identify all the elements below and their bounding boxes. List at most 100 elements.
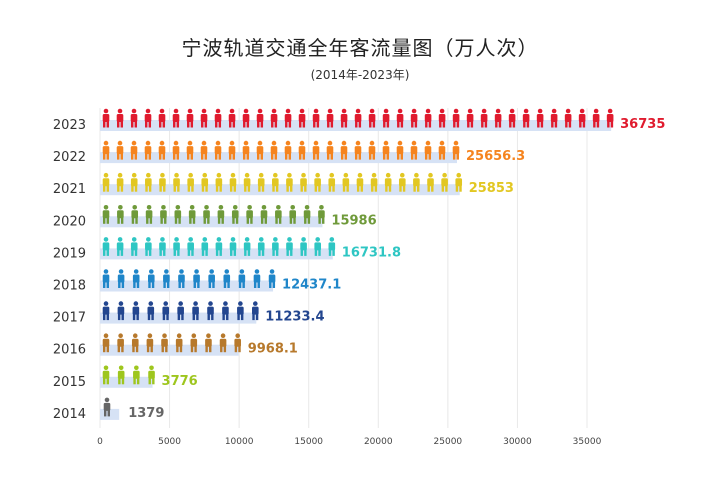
person-icon (368, 108, 376, 128)
person-icon (312, 140, 320, 160)
person-icon (173, 237, 180, 256)
x-tick-label: 10000 (225, 437, 254, 447)
value-label: 25853 (469, 181, 514, 196)
person-icon (192, 301, 199, 321)
person-icon (340, 140, 348, 160)
person-icon (452, 108, 460, 128)
person-icon (522, 108, 530, 128)
value-label: 16731.8 (342, 245, 401, 260)
person-icon (223, 269, 231, 288)
person-icon (494, 108, 502, 128)
person-icon (205, 333, 212, 353)
category-label: 2018 (53, 279, 86, 294)
person-icon (103, 397, 111, 417)
person-icon (187, 172, 194, 192)
person-icon (188, 205, 196, 224)
person-icon (286, 237, 293, 256)
person-icon (131, 333, 139, 353)
person-icon (186, 108, 194, 128)
person-icon (606, 108, 614, 128)
person-icon (424, 108, 432, 128)
person-icon (229, 237, 237, 256)
person-icon (193, 269, 200, 288)
x-axis-ticks: 0 5000 10000 15000 20000 25000 30000 35000 (97, 437, 601, 447)
person-icon (102, 269, 110, 288)
person-icon (102, 365, 110, 385)
person-icon (160, 205, 167, 224)
person-icon (228, 140, 236, 160)
person-icon (217, 205, 225, 224)
person-icon (480, 108, 488, 128)
person-icon (215, 172, 223, 192)
person-icon (102, 205, 110, 224)
person-icon (158, 108, 166, 128)
person-icon (234, 333, 241, 353)
person-icon (413, 172, 420, 192)
chart-title: 宁波轨道交通全年客流量图（万人次） (181, 36, 539, 60)
category-label: 2017 (53, 311, 86, 326)
person-icon (257, 237, 265, 256)
person-icon (314, 172, 321, 192)
person-icon (201, 237, 209, 256)
value-label: 1379 (128, 406, 164, 421)
person-icon (382, 140, 390, 160)
person-icon (284, 108, 292, 128)
person-icon (328, 237, 336, 256)
person-icon (289, 205, 297, 224)
person-icon (214, 140, 222, 160)
person-icon (268, 269, 276, 288)
person-icon (117, 301, 125, 321)
person-icon (117, 205, 124, 224)
person-icon (326, 108, 334, 128)
person-icon (564, 108, 572, 128)
x-tick-label: 15000 (294, 437, 323, 447)
person-icon (116, 108, 124, 128)
person-icon (116, 237, 124, 256)
person-icon (260, 205, 268, 224)
value-label: 12437.1 (282, 278, 341, 293)
person-icon (132, 301, 140, 321)
person-icon (102, 140, 110, 160)
person-icon (237, 301, 244, 321)
person-icon (215, 237, 223, 256)
person-icon (441, 172, 448, 192)
person-icon (173, 172, 180, 192)
x-tick-label: 25000 (434, 437, 463, 447)
person-icon (186, 140, 194, 160)
person-icon (222, 301, 229, 321)
category-label: 2022 (53, 150, 86, 165)
person-icon (144, 108, 152, 128)
person-icon (200, 108, 208, 128)
category-label: 2014 (53, 407, 86, 422)
person-icon (146, 333, 154, 353)
person-icon (438, 108, 446, 128)
person-icon (163, 269, 170, 288)
person-icon (550, 108, 558, 128)
person-icon (117, 365, 125, 385)
person-icon (242, 140, 250, 160)
person-icon (243, 237, 251, 256)
person-icon (242, 108, 250, 128)
bar (100, 216, 323, 228)
person-icon (207, 301, 214, 321)
person-icon (243, 172, 251, 192)
x-tick-label: 5000 (158, 437, 181, 447)
person-icon (246, 205, 253, 224)
person-icon (148, 365, 155, 385)
bar (100, 152, 457, 164)
person-icon (130, 237, 138, 256)
person-icon (228, 108, 236, 128)
category-label: 2023 (53, 118, 86, 133)
person-icon (130, 108, 138, 128)
person-icon (284, 140, 292, 160)
person-icon (410, 140, 418, 160)
person-icon (132, 269, 140, 288)
person-icon (396, 108, 404, 128)
person-icon (455, 172, 463, 192)
person-icon (147, 301, 155, 321)
value-label: 36735 (620, 117, 665, 132)
person-icon (252, 301, 259, 321)
person-icon (318, 205, 325, 224)
person-icon (396, 140, 404, 160)
